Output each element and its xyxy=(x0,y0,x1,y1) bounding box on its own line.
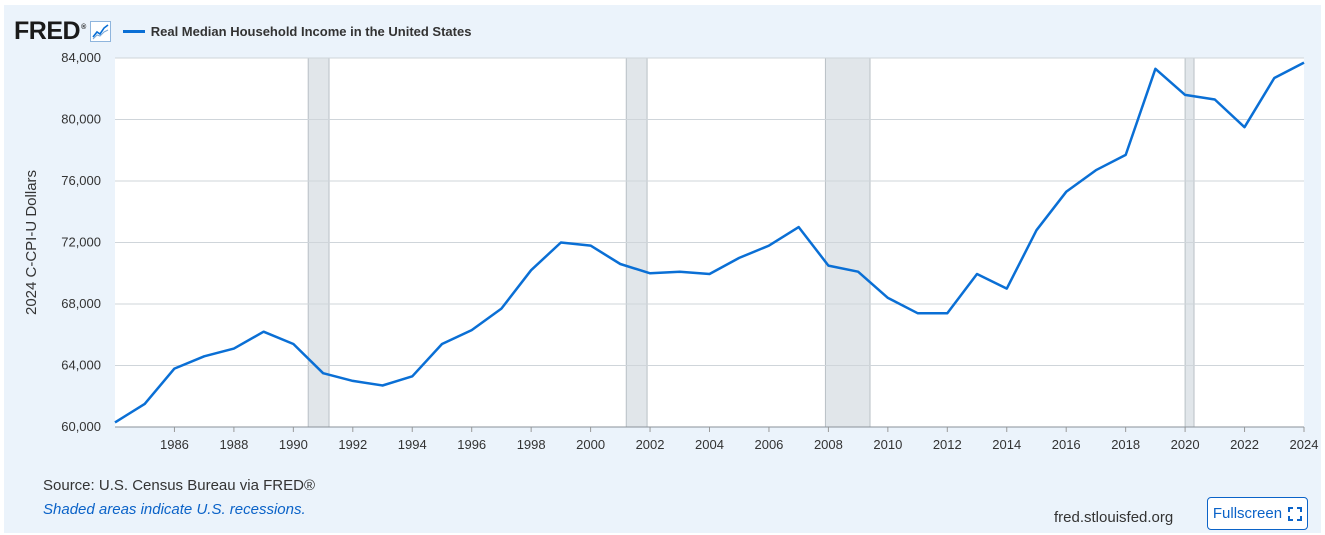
source-note: Source: U.S. Census Bureau via FRED® xyxy=(43,477,315,494)
series-line xyxy=(114,61,1305,424)
line-chart: 60,000 64,000 68,000 72,000 76,000 80,000 84,0… xyxy=(23,50,1319,452)
line-chart-icon[interactable] xyxy=(89,20,111,42)
site-url[interactable]: fred.stlouisfed.org xyxy=(1054,509,1174,526)
chart-frame: FRED® Real Median Household Income in th… xyxy=(4,5,1321,533)
fred-logo[interactable]: FRED® xyxy=(14,16,86,45)
y-tick-label: 68,000 xyxy=(61,296,101,311)
x-tick-label: 1998 xyxy=(517,437,546,452)
fullscreen-button[interactable]: Fullscreen xyxy=(1207,497,1308,530)
x-tick-label: 2020 xyxy=(1171,437,1200,452)
x-tick-label: 2010 xyxy=(873,437,902,452)
x-tick-label: 2006 xyxy=(754,437,783,452)
fullscreen-label: Fullscreen xyxy=(1212,505,1283,522)
y-tick-label: 64,000 xyxy=(61,358,101,373)
x-tick-label: 2014 xyxy=(992,437,1021,452)
x-tick-label: 1992 xyxy=(338,437,367,452)
y-tick-label: 80,000 xyxy=(61,112,101,127)
x-tick-label: 2008 xyxy=(814,437,843,452)
y-tick-label: 84,000 xyxy=(61,50,101,65)
y-tick-label: 72,000 xyxy=(61,235,101,250)
x-tick-label: 1988 xyxy=(219,437,248,452)
y-tick-label: 60,000 xyxy=(61,419,101,434)
x-tick-label: 2022 xyxy=(1230,437,1259,452)
x-tick-label: 1996 xyxy=(457,437,486,452)
chart-header: FRED® Real Median Household Income in th… xyxy=(14,15,471,47)
legend-swatch xyxy=(122,29,145,33)
recession-note: Shaded areas indicate U.S. recessions. xyxy=(43,501,306,518)
expand-icon xyxy=(1288,506,1303,521)
x-tick-label: 2016 xyxy=(1052,437,1081,452)
x-tick-label: 1994 xyxy=(398,437,427,452)
legend-label: Real Median Household Income in the Unit… xyxy=(150,23,472,39)
x-tick-label: 2018 xyxy=(1111,437,1140,452)
x-tick-label: 2012 xyxy=(933,437,962,452)
y-axis-label: 2024 C-CPI-U Dollars xyxy=(23,170,40,315)
x-tick-label: 2002 xyxy=(636,437,665,452)
x-tick-label: 2024 xyxy=(1290,437,1319,452)
x-tick-label: 2004 xyxy=(695,437,724,452)
x-tick-label: 2000 xyxy=(576,437,605,452)
chart-legend: Real Median Household Income in the Unit… xyxy=(122,23,472,39)
x-tick-label: 1986 xyxy=(160,437,189,452)
y-tick-label: 76,000 xyxy=(61,173,101,188)
x-tick-label: 1990 xyxy=(279,437,308,452)
